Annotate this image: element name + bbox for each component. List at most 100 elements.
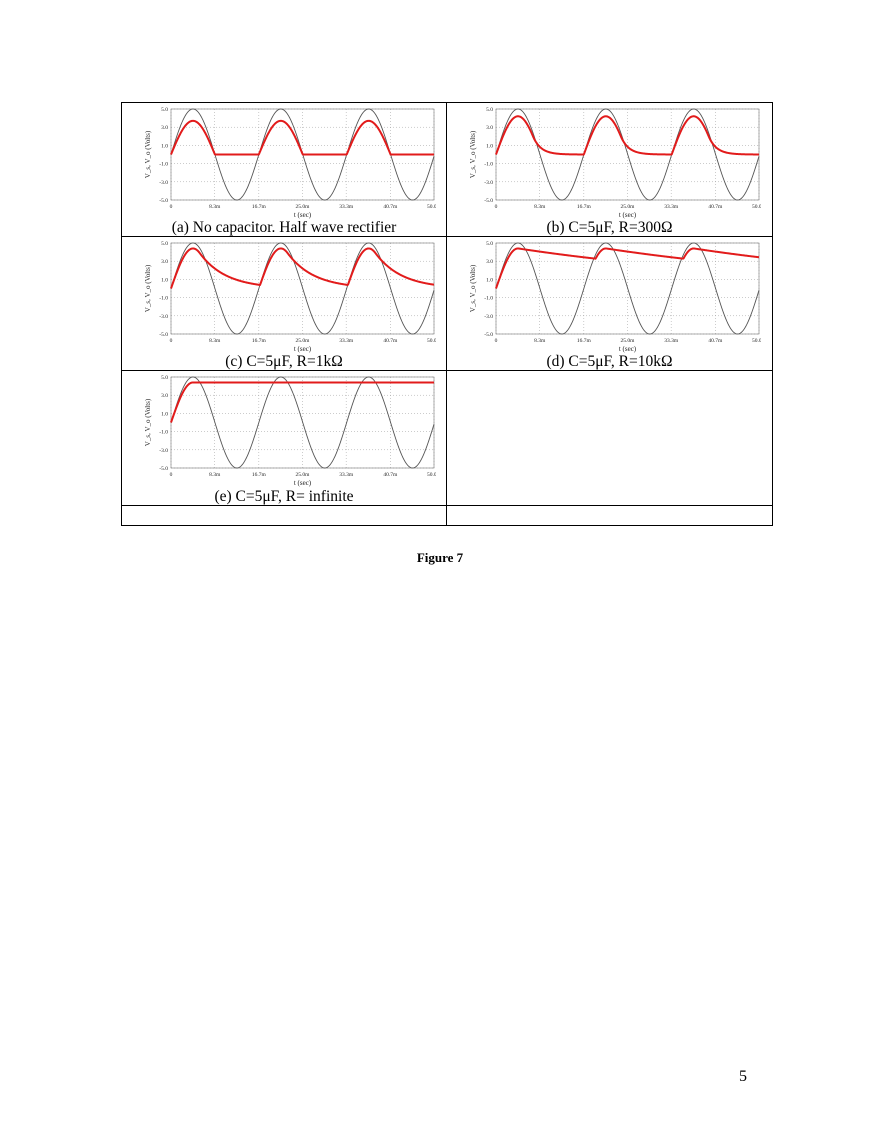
x-tick-label: 50.0m	[427, 204, 436, 210]
chart-svg: 5.0 3.0 1.0 -1.0 -3.0 -5.00 8.3m 16.7m 25.0m 33.3…	[469, 107, 761, 219]
figure-label: Figure 7	[416, 550, 464, 565]
x-tick-label: 33.3m	[339, 472, 354, 478]
y-tick-label: -3.0	[159, 314, 168, 320]
y-tick-label: 5.0	[486, 107, 493, 113]
x-tick-label: 0	[170, 204, 173, 210]
x-tick-label: 50.0m	[752, 338, 761, 344]
x-tick-label: 8.3m	[209, 472, 221, 478]
x-tick-label: 16.7m	[252, 204, 267, 210]
y-tick-label: 3.0	[161, 125, 168, 131]
figure-cell-blank-right	[446, 505, 773, 526]
chart-a: 5.0 3.0 1.0 -1.0 -3.0 -5.0 0 8.3m 16.7m 25.0m 33.3…	[136, 105, 436, 223]
x-axis-label: t (sec)	[294, 479, 312, 487]
input-series-line	[170, 242, 435, 335]
input-series-line	[495, 108, 760, 201]
y-tick-label: -5.0	[484, 332, 493, 338]
y-tick-label: 3.0	[486, 259, 493, 265]
caption-c: (c) C=5μF, R=1kΩ	[225, 353, 343, 370]
caption-d: (d) C=5μF, R=10kΩ	[546, 353, 673, 370]
x-tick-label: 33.3m	[339, 204, 354, 210]
x-tick-label: 33.3m	[664, 204, 679, 210]
x-tick-label: 40.7m	[708, 204, 723, 210]
figure-cell-blank-left	[121, 505, 447, 526]
y-tick-label: -1.0	[159, 162, 168, 168]
input-series-line	[170, 376, 435, 469]
figure-cell-e: 5.0 3.0 1.0 -1.0 -3.0 -5.0 0 8.3m 16.7m 25.0m 33.3…	[121, 370, 447, 506]
y-tick-label: -1.0	[159, 430, 168, 436]
y-tick-label: 5.0	[161, 241, 168, 247]
x-tick-label: 25.0m	[296, 338, 311, 344]
y-tick-label: -5.0	[484, 198, 493, 204]
x-tick-label: 0	[170, 338, 173, 344]
chart-svg: 5.0 3.0 1.0 -1.0 -3.0 -5.00 8.3m 16.7m 25.0m 33.3…	[144, 107, 436, 219]
x-tick-label: 8.3m	[534, 204, 546, 210]
x-tick-label: 40.7m	[383, 472, 398, 478]
y-tick-label: -5.0	[159, 332, 168, 338]
chart-b: 5.0 3.0 1.0 -1.0 -3.0 -5.0 0 8.3m 16.7m 25.0m 33.3…	[461, 105, 761, 223]
chart-c: 5.0 3.0 1.0 -1.0 -3.0 -5.0 0 8.3m 16.7m 25.0m 33.3…	[136, 239, 436, 357]
x-axis-label: t (sec)	[619, 211, 637, 219]
y-tick-label: 1.0	[161, 143, 168, 149]
x-tick-label: 16.7m	[577, 204, 592, 210]
x-tick-label: 40.7m	[383, 338, 398, 344]
figure-cell-a: 5.0 3.0 1.0 -1.0 -3.0 -5.0 0 8.3m 16.7m 25.0m 33.3…	[121, 102, 447, 237]
x-tick-label: 16.7m	[252, 472, 267, 478]
y-axis-label: V_s, V_o (Volts)	[469, 130, 477, 178]
x-tick-label: 25.0m	[296, 204, 311, 210]
x-tick-label: 25.0m	[621, 204, 636, 210]
figure-cell-c: 5.0 3.0 1.0 -1.0 -3.0 -5.0 0 8.3m 16.7m 25.0m 33.3…	[121, 236, 447, 371]
y-tick-label: -5.0	[159, 198, 168, 204]
x-tick-label: 50.0m	[752, 204, 761, 210]
y-tick-label: 1.0	[161, 277, 168, 283]
y-tick-label: 3.0	[161, 259, 168, 265]
input-series-line	[495, 242, 760, 335]
chart-e: 5.0 3.0 1.0 -1.0 -3.0 -5.0 0 8.3m 16.7m 25.0m 33.3…	[136, 373, 436, 491]
y-tick-label: 1.0	[486, 143, 493, 149]
y-tick-label: -5.0	[159, 466, 168, 472]
x-tick-label: 8.3m	[209, 204, 221, 210]
x-tick-label: 8.3m	[534, 338, 546, 344]
y-tick-label: -1.0	[484, 296, 493, 302]
y-tick-label: 1.0	[486, 277, 493, 283]
output-series-line	[170, 119, 434, 156]
y-tick-label: -3.0	[484, 314, 493, 320]
y-tick-label: 3.0	[486, 125, 493, 131]
y-tick-label: -1.0	[159, 296, 168, 302]
y-tick-label: 5.0	[486, 241, 493, 247]
caption-a: (a) No capacitor. Half wave rectifier	[171, 219, 397, 236]
x-tick-label: 0	[495, 338, 498, 344]
y-tick-label: 5.0	[161, 107, 168, 113]
x-tick-label: 33.3m	[664, 338, 679, 344]
x-tick-label: 33.3m	[339, 338, 354, 344]
x-tick-label: 8.3m	[209, 338, 221, 344]
x-axis-label: t (sec)	[619, 345, 637, 353]
x-axis-label: t (sec)	[294, 211, 312, 219]
figure-cell-d: 5.0 3.0 1.0 -1.0 -3.0 -5.0 0 8.3m 16.7m 25.0m 33.3…	[446, 236, 773, 371]
page-number: 5	[739, 1068, 747, 1085]
y-tick-label: 1.0	[161, 411, 168, 417]
caption-b: (b) C=5μF, R=300Ω	[546, 219, 673, 236]
x-tick-label: 25.0m	[296, 472, 311, 478]
y-tick-label: 3.0	[161, 393, 168, 399]
output-series-line	[495, 247, 760, 289]
x-axis-label: t (sec)	[294, 345, 312, 353]
caption-e: (e) C=5μF, R= infinite	[214, 488, 354, 505]
y-tick-label: -3.0	[159, 448, 168, 454]
y-axis-label: V_s, V_o (Volts)	[144, 398, 152, 446]
chart-svg: 5.0 3.0 1.0 -1.0 -3.0 -5.00 8.3m 16.7m 25.0m 33.3…	[144, 375, 436, 487]
chart-svg: 5.0 3.0 1.0 -1.0 -3.0 -5.00 8.3m 16.7m 25.0m 33.3…	[144, 241, 436, 353]
y-tick-label: -3.0	[484, 180, 493, 186]
output-series-line	[170, 381, 434, 423]
figure-cell-empty	[446, 370, 773, 506]
x-tick-label: 50.0m	[427, 338, 436, 344]
x-tick-label: 40.7m	[708, 338, 723, 344]
figure-cell-b: 5.0 3.0 1.0 -1.0 -3.0 -5.0 0 8.3m 16.7m 25.0m 33.3…	[446, 102, 773, 237]
output-series-line	[495, 115, 759, 156]
y-tick-label: 5.0	[161, 375, 168, 381]
x-tick-label: 16.7m	[577, 338, 592, 344]
x-tick-label: 40.7m	[383, 204, 398, 210]
x-tick-label: 25.0m	[621, 338, 636, 344]
x-tick-label: 0	[495, 204, 498, 210]
x-tick-label: 16.7m	[252, 338, 267, 344]
output-series-line	[170, 247, 435, 289]
